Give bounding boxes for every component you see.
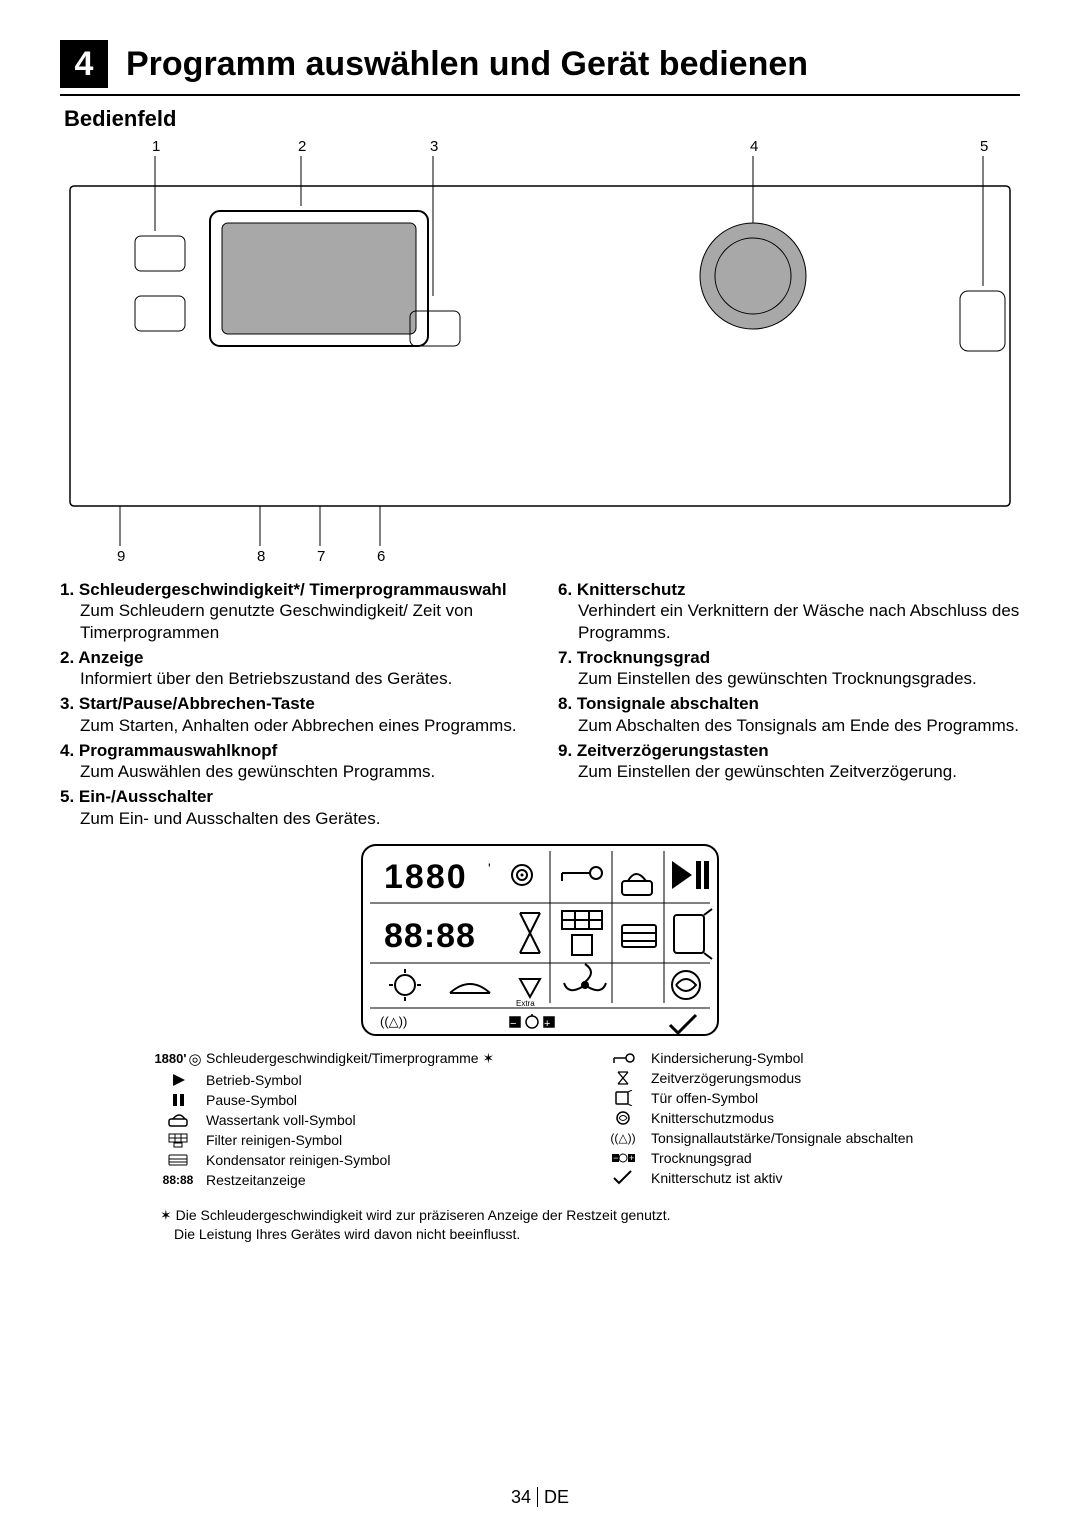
legend-row: Kondensator reinigen-Symbol bbox=[160, 1152, 575, 1168]
description-item: 9. ZeitverzögerungstastenZum Einstellen … bbox=[558, 740, 1020, 783]
svg-text:((△)): ((△)) bbox=[380, 1014, 407, 1029]
filter-icon bbox=[160, 1132, 196, 1148]
legend-label: Wassertank voll-Symbol bbox=[206, 1112, 356, 1128]
legend-label: Tonsignallautstärke/Tonsignale abschalte… bbox=[651, 1130, 913, 1146]
legend-row: Pause-Symbol bbox=[160, 1092, 575, 1108]
svg-text:−: − bbox=[613, 1153, 618, 1163]
play-icon bbox=[160, 1072, 196, 1088]
callout-3: 3 bbox=[430, 138, 438, 155]
hour-icon bbox=[605, 1070, 641, 1086]
callout-1: 1 bbox=[152, 138, 160, 155]
section-title: Programm auswählen und Gerät bedienen bbox=[126, 45, 808, 84]
section-subtitle: Bedienfeld bbox=[64, 106, 1020, 132]
legend-label: Filter reinigen-Symbol bbox=[206, 1132, 342, 1148]
pause-icon bbox=[160, 1092, 196, 1108]
anti-icon bbox=[605, 1110, 641, 1126]
door-icon bbox=[605, 1090, 641, 1106]
dry-icon: +− bbox=[605, 1150, 641, 1166]
tank-icon bbox=[160, 1112, 196, 1128]
legend-label: Kondensator reinigen-Symbol bbox=[206, 1152, 390, 1168]
legend-label: Zeitverzögerungsmodus bbox=[651, 1070, 801, 1086]
legend-label: Betrieb-Symbol bbox=[206, 1072, 302, 1088]
section-number-box: 4 bbox=[60, 40, 108, 88]
description-item: 1. Schleudergeschwindigkeit*/ Timerprogr… bbox=[60, 579, 522, 643]
callout-8: 8 bbox=[257, 548, 265, 565]
cond-icon bbox=[160, 1152, 196, 1168]
legend-row: Tür offen-Symbol bbox=[605, 1090, 1020, 1106]
description-item: 7. TrocknungsgradZum Einstellen des gewü… bbox=[558, 647, 1020, 690]
time-icon: 88:88 bbox=[160, 1173, 196, 1187]
legend-label: Tür offen-Symbol bbox=[651, 1090, 758, 1106]
legend-row: Wassertank voll-Symbol bbox=[160, 1112, 575, 1128]
description-item: 8. Tonsignale abschaltenZum Abschalten d… bbox=[558, 693, 1020, 736]
callout-9: 9 bbox=[117, 548, 125, 565]
symbol-legend: 1880'◎ Schleudergeschwindigkeit/Timerprog… bbox=[60, 1050, 1020, 1192]
legend-label: Knitterschutz ist aktiv bbox=[651, 1170, 783, 1186]
callout-7: 7 bbox=[317, 548, 325, 565]
legend-row: Kindersicherung-Symbol bbox=[605, 1050, 1020, 1066]
control-panel-diagram: 1 2 3 4 5 9 bbox=[60, 136, 1020, 566]
page-number: 34DE bbox=[0, 1487, 1080, 1508]
legend-row: Zeitverzögerungsmodus bbox=[605, 1070, 1020, 1086]
legend-label: Knitterschutzmodus bbox=[651, 1110, 774, 1126]
check-icon bbox=[605, 1170, 641, 1186]
description-item: 4. ProgrammauswahlknopfZum Auswählen des… bbox=[60, 740, 522, 783]
mute-icon: ((△)) bbox=[605, 1131, 641, 1145]
description-item: 2. AnzeigeInformiert über den Betriebszu… bbox=[60, 647, 522, 690]
spin-icon: 1880'◎ bbox=[160, 1050, 196, 1068]
legend-row: Filter reinigen-Symbol bbox=[160, 1132, 575, 1148]
description-columns: 1. Schleudergeschwindigkeit*/ Timerprogr… bbox=[60, 579, 1020, 833]
svg-text:': ' bbox=[488, 860, 491, 876]
description-item: 6. KnitterschutzVerhindert ein Verknitte… bbox=[558, 579, 1020, 643]
legend-row: +−Trocknungsgrad bbox=[605, 1150, 1020, 1166]
legend-label: Pause-Symbol bbox=[206, 1092, 297, 1108]
section-header: 4 Programm auswählen und Gerät bedienen bbox=[60, 40, 1020, 96]
description-item: 5. Ein-/AusschalterZum Ein- und Ausschal… bbox=[60, 786, 522, 829]
legend-label: Trocknungsgrad bbox=[651, 1150, 752, 1166]
footnote: ✶ Die Schleudergeschwindigkeit wird zur … bbox=[60, 1206, 1020, 1244]
callout-4: 4 bbox=[750, 138, 758, 155]
callout-2: 2 bbox=[298, 138, 306, 155]
spin-speed-segment: 1880 bbox=[384, 858, 468, 896]
svg-text:+: + bbox=[629, 1153, 634, 1163]
callout-6: 6 bbox=[377, 548, 385, 565]
description-item: 3. Start/Pause/Abbrechen-TasteZum Starte… bbox=[60, 693, 522, 736]
svg-text:Extra: Extra bbox=[516, 999, 535, 1008]
svg-text:+: + bbox=[544, 1018, 550, 1030]
callout-5: 5 bbox=[980, 138, 988, 155]
lcd-display-diagram: 1880 ' 88:88 Extra ((△)) + − bbox=[360, 843, 720, 1038]
legend-row: ((△)) Tonsignallautstärke/Tonsignale absc… bbox=[605, 1130, 1020, 1146]
legend-row: 1880'◎ Schleudergeschwindigkeit/Timerprog… bbox=[160, 1050, 575, 1068]
legend-row: 88:88 Restzeitanzeige bbox=[160, 1172, 575, 1188]
legend-row: Knitterschutz ist aktiv bbox=[605, 1170, 1020, 1186]
legend-row: Betrieb-Symbol bbox=[160, 1072, 575, 1088]
time-segment: 88:88 bbox=[384, 917, 476, 955]
lock-icon bbox=[605, 1050, 641, 1066]
legend-label: Kindersicherung-Symbol bbox=[651, 1050, 804, 1066]
svg-text:−: − bbox=[510, 1018, 516, 1030]
legend-label: Schleudergeschwindigkeit/Timerprogramme … bbox=[206, 1050, 494, 1067]
legend-row: Knitterschutzmodus bbox=[605, 1110, 1020, 1126]
legend-label: Restzeitanzeige bbox=[206, 1172, 306, 1188]
